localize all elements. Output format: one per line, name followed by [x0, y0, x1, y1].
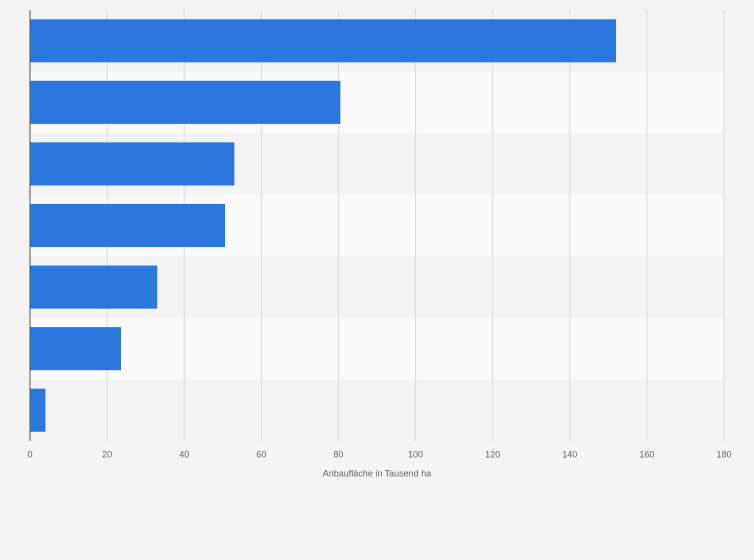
x-tick-label: 160 — [639, 449, 654, 459]
x-tick-label: 20 — [102, 449, 112, 459]
bar — [30, 265, 158, 309]
row-band — [30, 379, 724, 441]
bar — [30, 142, 235, 186]
x-tick-label: 180 — [716, 449, 731, 459]
bar — [30, 388, 46, 432]
x-tick-label: 80 — [333, 449, 343, 459]
x-axis-title: Anbaufläche in Tausend ha — [323, 468, 431, 478]
bar — [30, 327, 121, 371]
bar — [30, 203, 226, 248]
x-tick-label: 140 — [562, 449, 577, 459]
row-band — [30, 317, 724, 380]
x-tick-label: 60 — [256, 449, 266, 459]
bar — [30, 80, 341, 124]
x-tick-label: 0 — [27, 449, 32, 459]
x-tick-label: 100 — [408, 449, 423, 459]
x-tick-label: 120 — [485, 449, 500, 459]
x-tick-label: 40 — [179, 449, 189, 459]
bar — [30, 19, 617, 63]
